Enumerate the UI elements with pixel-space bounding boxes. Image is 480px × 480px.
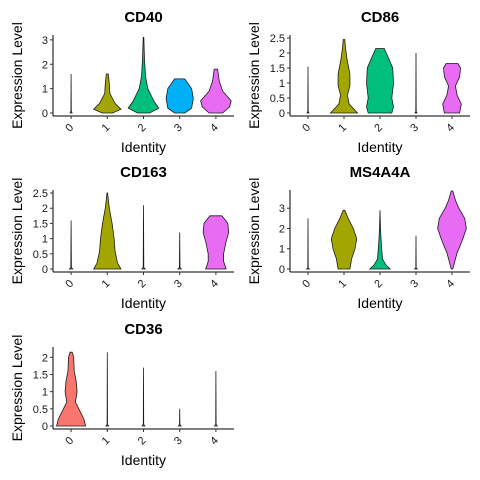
panel-5: CD36 0 0.5 1 1.5 2 0 1 2 3 4 Identity Expression Lev…: [9, 321, 234, 468]
x-tick-label: 1: [100, 122, 113, 135]
y-tick-label: 1.5: [33, 218, 48, 230]
x-tick-label: 4: [444, 122, 457, 135]
violin-0: [56, 351, 87, 427]
violin-1: [330, 209, 358, 270]
violin-1: [105, 352, 110, 427]
y-tick-label: 0.5: [33, 249, 48, 261]
panel-3: CD163 0 0.5 1 1.5 2 2.5 0 1 2 3 4 Identity Expression…: [9, 164, 234, 311]
x-axis-title: Identity: [357, 295, 402, 311]
panel-title: CD40: [124, 9, 162, 26]
panel-4: MS4A4A 0 1 2 3 0 1 2 3 4 Identity Expression Level: [246, 164, 470, 311]
x-tick-label: 4: [208, 278, 221, 291]
y-tick-label: 2: [42, 203, 48, 215]
y-axis-title: Expression Level: [246, 178, 262, 285]
x-tick-label: 0: [300, 278, 313, 291]
x-tick-label: 3: [172, 122, 185, 135]
x-tick-label: 2: [136, 122, 149, 135]
panel-title: CD86: [361, 9, 399, 26]
x-tick-label: 2: [372, 278, 385, 291]
violin-4: [202, 215, 230, 270]
x-axis-title: Identity: [121, 295, 166, 311]
y-tick-label: 3: [279, 203, 285, 215]
y-tick-label: 2: [279, 48, 285, 60]
y-tick-label: 0: [279, 264, 285, 276]
x-tick-label: 4: [444, 278, 457, 291]
violin-4: [437, 190, 467, 270]
panel-title: MS4A4A: [350, 164, 411, 181]
violin-4: [213, 370, 219, 427]
y-tick-label: 2.5: [33, 188, 48, 200]
y-axis-title: Expression Level: [9, 178, 25, 285]
violin-2: [141, 367, 146, 427]
x-tick-label: 3: [172, 278, 185, 291]
x-tick-label: 2: [136, 435, 149, 448]
x-tick-label: 0: [63, 278, 76, 291]
violin-3: [413, 235, 419, 270]
violin-2: [127, 37, 160, 114]
x-tick-label: 3: [408, 122, 421, 135]
y-tick-label: 1: [42, 84, 48, 96]
panel-1: CD40 0 1 2 3 0 1 2 3 4 Identity Expression Level: [9, 9, 234, 155]
violin-4: [442, 63, 462, 114]
x-axis-title: Identity: [121, 139, 166, 155]
panel-title: CD36: [124, 321, 162, 338]
y-tick-label: 1: [279, 78, 285, 90]
x-tick-label: 1: [336, 278, 349, 291]
x-tick-label: 4: [208, 435, 221, 448]
violin-0: [69, 73, 73, 114]
violin-3: [165, 78, 194, 114]
x-tick-label: 3: [408, 278, 421, 291]
violin-3: [177, 408, 182, 427]
y-tick-label: 0: [42, 421, 48, 433]
x-tick-label: 1: [100, 435, 113, 448]
x-tick-label: 0: [63, 122, 76, 135]
y-tick-label: 0.5: [33, 404, 48, 416]
y-tick-label: 3: [42, 35, 48, 47]
violin-4: [200, 68, 232, 114]
y-tick-label: 0: [279, 108, 285, 120]
violin-1: [329, 39, 359, 114]
x-tick-label: 1: [336, 122, 349, 135]
y-tick-label: 2: [42, 59, 48, 71]
violin-0: [305, 218, 311, 270]
y-axis-title: Expression Level: [246, 22, 262, 129]
y-tick-label: 0: [42, 108, 48, 120]
violin-2: [368, 210, 392, 270]
x-tick-label: 1: [100, 278, 113, 291]
y-tick-label: 2: [42, 352, 48, 364]
x-tick-label: 0: [300, 122, 313, 135]
x-tick-label: 2: [372, 122, 385, 135]
violin-2: [140, 205, 147, 270]
y-tick-label: 1.5: [33, 369, 48, 381]
violin-1: [93, 192, 122, 270]
y-axis-title: Expression Level: [9, 22, 25, 129]
y-tick-label: 1: [42, 387, 48, 399]
panel-title: CD163: [120, 164, 167, 181]
x-tick-label: 4: [208, 122, 221, 135]
violin-1: [93, 73, 122, 114]
violin-2: [366, 48, 394, 114]
violin-0: [306, 66, 310, 114]
y-tick-label: 0.5: [270, 93, 285, 105]
x-tick-label: 3: [172, 435, 185, 448]
y-tick-label: 2: [279, 223, 285, 235]
y-tick-label: 1.5: [270, 63, 285, 75]
x-axis-title: Identity: [121, 452, 166, 468]
y-tick-label: 1: [42, 234, 48, 246]
y-tick-label: 0: [42, 264, 48, 276]
panel-2: CD86 0 0.5 1 1.5 2 2.5 0 1 2 3 4 Identity Expression …: [246, 9, 470, 155]
violin-0: [68, 220, 74, 270]
violin-3: [414, 52, 418, 114]
y-tick-label: 1: [279, 244, 285, 256]
x-tick-label: 0: [63, 435, 76, 448]
violin-3: [177, 232, 183, 270]
x-axis-title: Identity: [357, 139, 402, 155]
y-axis-title: Expression Level: [9, 335, 25, 442]
y-tick-label: 2.5: [270, 33, 285, 45]
x-tick-label: 2: [136, 278, 149, 291]
